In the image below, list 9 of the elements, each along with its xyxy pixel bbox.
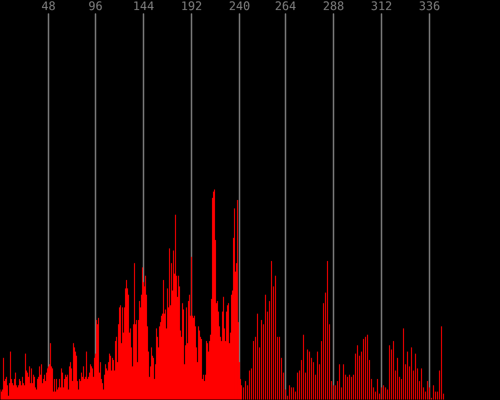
x-tick-label: 336 <box>420 1 440 10</box>
x-tick-label: 312 <box>372 1 392 10</box>
x-tick-label: 48 <box>42 1 55 10</box>
x-tick-label: 192 <box>182 1 202 10</box>
x-tick-label: 264 <box>276 1 296 10</box>
x-tick-label: 288 <box>324 1 344 10</box>
x-tick-label: 144 <box>134 1 154 10</box>
x-tick-label: 96 <box>89 1 102 10</box>
x-tick-label: 240 <box>230 1 250 10</box>
